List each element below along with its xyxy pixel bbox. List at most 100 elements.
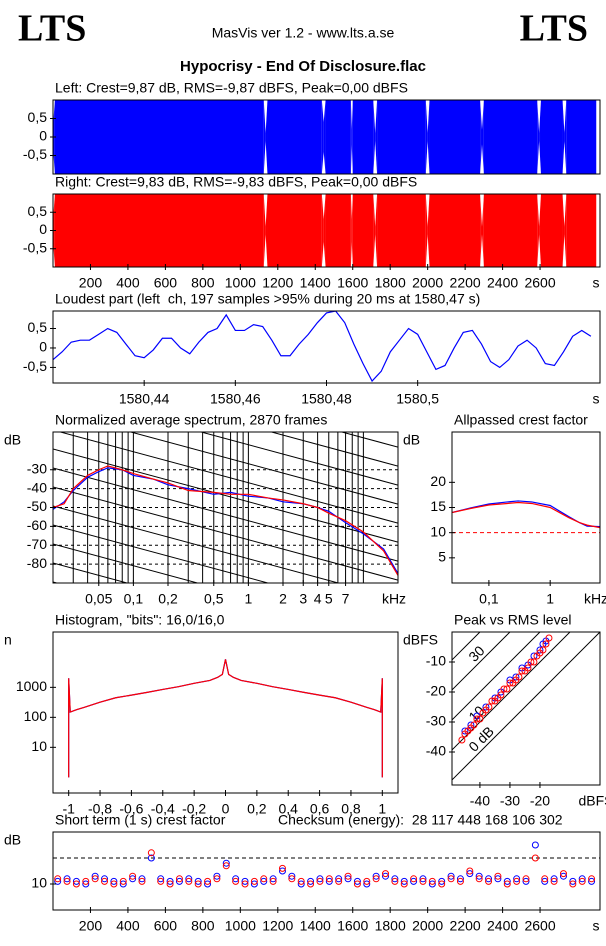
x-tick-label: 400 [116, 275, 140, 291]
data-point [458, 736, 466, 744]
data-point [550, 875, 558, 883]
data-line [452, 500, 600, 528]
panel: Histogram, "bits": 16,0/16,0n100010010-1… [4, 612, 399, 817]
data-point [110, 877, 118, 885]
y-tick-label: -80 [27, 555, 47, 571]
y-tick-label: 0 [39, 339, 47, 355]
data-point [503, 880, 511, 888]
data-point [222, 859, 230, 867]
x-tick-label: 4 [314, 591, 322, 607]
waveform-segment [425, 194, 428, 267]
data-point [316, 877, 324, 885]
data-point [513, 877, 521, 885]
x-tick-label: 3 [299, 591, 307, 607]
data-point [400, 880, 408, 888]
panel: Loudest part (left ch, 197 samples >95% … [23, 291, 601, 407]
plot-frame [451, 631, 601, 786]
data-point [513, 875, 521, 883]
data-point [588, 877, 596, 885]
y-tick-label: 0,5 [28, 319, 48, 335]
data-point [539, 646, 547, 654]
x-tick-label: -1 [62, 801, 75, 817]
data-point [232, 877, 240, 885]
data-point [456, 877, 464, 885]
waveform-segment [566, 100, 597, 174]
data-point [101, 875, 109, 883]
data-point [559, 872, 567, 880]
data-line [68, 659, 383, 778]
x-tick-label: 0,1 [124, 591, 144, 607]
data-point [400, 877, 408, 885]
data-point [391, 877, 399, 885]
data-point [288, 875, 296, 883]
panel-title: Left: Crest=9,87 dB, RMS=-9,87 dBFS, Pea… [55, 80, 408, 96]
slope-line [53, 620, 398, 713]
panel-title: Short term (1 s) crest factor [55, 812, 226, 828]
y-unit: n [4, 632, 12, 648]
data-point [372, 872, 380, 880]
y-tick-label: 0 [39, 221, 47, 237]
data-point [222, 862, 230, 870]
data-point [147, 849, 155, 857]
waveform-segment [537, 100, 540, 174]
waveform-segment [352, 194, 374, 267]
x-tick-label: -30 [500, 793, 520, 809]
x-tick-label: 400 [116, 918, 140, 934]
data-point [147, 854, 155, 862]
waveform-segment [267, 194, 322, 267]
waveform-segment [321, 194, 324, 267]
crest-line [452, 632, 600, 781]
crest-label: 30 [465, 642, 487, 664]
x-tick-label: 2200 [450, 275, 481, 291]
y-tick-label: -70 [27, 536, 47, 552]
data-point [410, 877, 418, 885]
waveform-segment [429, 100, 481, 174]
waveform-segment [54, 194, 264, 267]
panel: Left: Crest=9,87 dB, RMS=-9,87 dBFS, Pea… [23, 80, 601, 175]
data-point [185, 877, 193, 885]
slope-line [128, 432, 398, 505]
waveform-segment [480, 194, 482, 267]
waveform-segment [564, 194, 567, 267]
data-point [119, 880, 127, 888]
data-point [269, 877, 277, 885]
data-point [559, 870, 567, 878]
data-point [325, 877, 333, 885]
slope-line [53, 467, 398, 562]
y-unit: dBFS [403, 632, 438, 648]
data-point [297, 880, 305, 888]
panel-title: Peak vs RMS level [454, 612, 571, 628]
waveform-segment [481, 100, 484, 174]
plot-area [53, 311, 592, 383]
data-point [531, 841, 539, 849]
y-tick-label: 10 [31, 875, 47, 891]
data-point [475, 875, 483, 883]
data-point [138, 875, 146, 883]
x-tick-label: 200 [79, 275, 103, 291]
waveform-segment [263, 100, 266, 174]
y-tick-label: -20 [426, 683, 446, 699]
data-point [541, 877, 549, 885]
x-unit: s [593, 391, 600, 407]
data-point [467, 721, 475, 729]
y-tick-label: -30 [426, 713, 446, 729]
y-tick-label: 20 [430, 473, 446, 489]
data-point [542, 640, 550, 648]
data-point [63, 877, 71, 885]
data-point [485, 877, 493, 885]
data-point [335, 875, 343, 883]
x-tick-label: -0,2 [182, 801, 206, 817]
x-tick-label: 2400 [487, 918, 518, 934]
data-point [488, 697, 496, 705]
waveform-segment [564, 100, 567, 174]
x-unit: dBFS [578, 793, 606, 809]
plot-area [452, 500, 600, 534]
data-point [578, 875, 586, 883]
y-tick-label: 0,5 [28, 109, 48, 125]
waveform-segment [325, 100, 351, 174]
data-point [288, 872, 296, 880]
data-point [497, 691, 505, 699]
panel-title: Normalized average spectrum, 2870 frames [55, 412, 327, 428]
data-point [194, 877, 202, 885]
data-point [550, 877, 558, 885]
